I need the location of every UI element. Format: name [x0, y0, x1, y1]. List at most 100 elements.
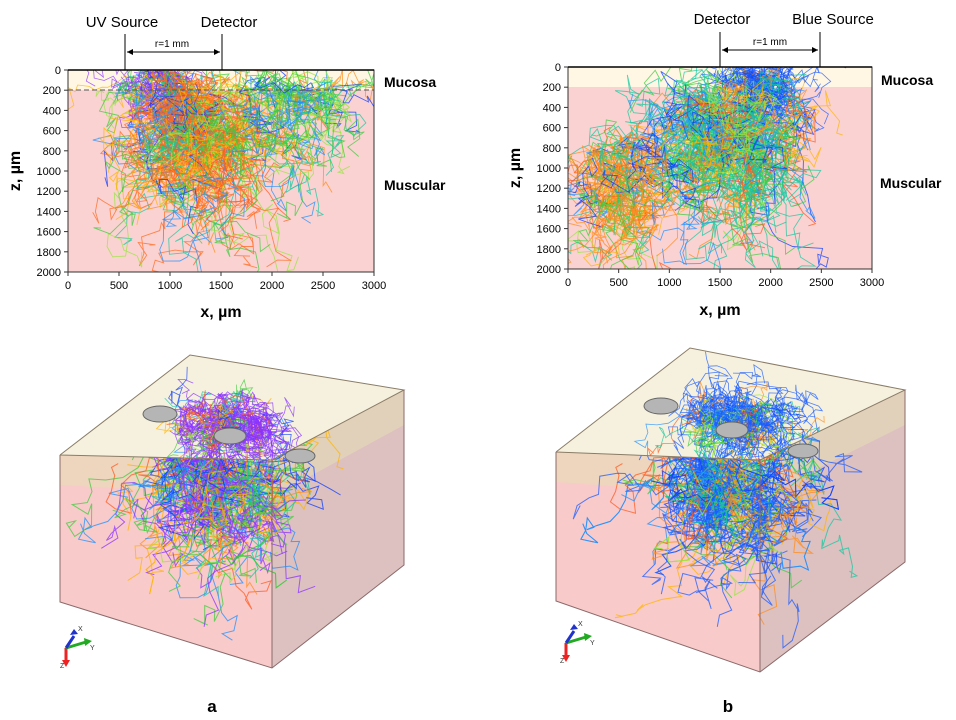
panel-a-3d-top-trajectory: [260, 423, 292, 460]
panel-a-3d-top-trajectory: [178, 428, 209, 460]
panel-a-2d-trajectory: [178, 88, 229, 163]
panel-b-y-tick-label: 2000: [537, 264, 561, 276]
panel-a-2d-trajectory: [142, 70, 163, 96]
panel-a-2d-trajectory: [261, 108, 316, 224]
panel-b-2d-trajectory: [647, 109, 674, 185]
panel-b-3d-top-trajectory: [633, 398, 717, 460]
panel-b-2d-trajectory: [568, 150, 603, 195]
panel-b-y-axis-label: z, µm: [507, 148, 524, 188]
panel-b-2d-trajectory: [784, 99, 815, 135]
panel-b-3d-trajectory: [696, 472, 749, 510]
panel-a-x-tick-label: 3000: [362, 280, 386, 292]
panel-b-2d-trajectory: [568, 172, 593, 204]
panel-b-2d-trajectory: [621, 211, 659, 269]
panel-b-3d-disk-2: [715, 421, 749, 439]
panel-b-2d-trajectory: [734, 185, 787, 227]
panel-b-3d-trajectory: [735, 489, 811, 571]
panel-b-2d-trajectory: [604, 195, 647, 269]
panel-b-2d-trajectory: [626, 74, 662, 139]
panel-a-3d-trajectory: [112, 486, 165, 535]
panel-b-2d-plot: Detector Blue Source r=1 mm Mucosa Muscu…: [507, 11, 942, 319]
panel-b-3d-view: X Y Z: [555, 347, 907, 673]
panel-b-2d-trajectory: [682, 91, 725, 159]
panel-a-y-tick-label: 1000: [37, 166, 61, 178]
panel-b-2d-trajectory: [770, 67, 792, 102]
panel-a-2d-trajectory: [192, 176, 229, 243]
panel-a-3d-disk-1: [142, 405, 178, 423]
panel-a-2d-trajectory: [191, 156, 262, 229]
panel-a-2d-trajectory: [93, 70, 128, 90]
panel-a-x-axis-label: x, µm: [200, 304, 241, 321]
panel-a-triad-y-label: Y: [90, 645, 95, 652]
panel-b-3d-top-trajectory: [655, 410, 693, 449]
panel-a-2d-trajectory: [104, 134, 161, 193]
panel-b-2d-trajectory: [735, 67, 760, 114]
panel-a-2d-trajectory: [346, 70, 374, 95]
panel-b-3d-trajectory: [713, 500, 754, 566]
panel-a-2d-trajectory: [233, 70, 294, 102]
panel-b-3d-top-trajectory: [668, 392, 699, 417]
panel-b-3d-top-trajectory: [732, 394, 788, 421]
panel-a-2d-trajectory: [124, 70, 145, 88]
panel-b-2d-trajectory: [777, 108, 816, 223]
panel-b-3d-disk-3: [787, 443, 819, 459]
panel-a-3d-top-trajectory: [244, 407, 286, 460]
panel-b-2d-trajectory: [573, 179, 635, 261]
panel-a-3d-top-trajectory: [177, 378, 207, 413]
panel-a-2d-trajectory: [216, 70, 248, 101]
panel-a-2d-trajectory: [123, 70, 150, 97]
panel-b-3d-trajectory: [651, 471, 715, 503]
panel-b-y-tick-label: 600: [543, 123, 561, 135]
panel-a-triad-z-label: Z: [60, 663, 65, 670]
panel-b-triad-x-label: X: [578, 621, 583, 628]
panel-a-3d-trajectory: [193, 456, 244, 541]
panel-b-3d-top-trajectory: [755, 398, 804, 422]
panel-a-3d-top-trajectory: [166, 411, 205, 437]
panel-b-3d-axis-triad: X Y Z: [560, 621, 595, 665]
panel-a-2d-trajectory: [212, 92, 250, 211]
panel-a-3d-trajectory: [211, 456, 324, 510]
panel-a-2d-trajectory: [287, 78, 326, 117]
panel-a-triad-x-label: X: [78, 626, 83, 633]
panel-a-3d-axis-triad: X Y Z: [60, 626, 95, 670]
panel-a-3d-top-trajectory: [233, 419, 284, 444]
panel-b-3d-trajectory: [715, 473, 739, 511]
panel-b-y-tick-label: 800: [543, 143, 561, 155]
panel-b-2d-trajectory: [729, 159, 786, 227]
panel-a-2d-trajectory: [177, 113, 222, 229]
panel-b-2d-trajectory: [619, 135, 661, 170]
panel-a-x-tick-label: 2500: [311, 280, 335, 292]
panel-b-x-tick-label: 1500: [708, 277, 732, 289]
panel-b-3d-trajectory: [622, 459, 695, 495]
panel-b-2d-trajectory: [615, 191, 673, 269]
panel-a-3d-trajectory: [224, 501, 287, 589]
panel-a-3d-trajectory: [178, 481, 230, 575]
panel-b-2d-trajectory: [777, 67, 821, 93]
panel-b-2d-trajectory: [628, 124, 715, 160]
panel-b-2d-trajectory: [758, 67, 781, 90]
panel-b-3d-top-trajectory: [686, 408, 718, 460]
panel-a-3d-trajectory: [200, 452, 275, 527]
panel-b-2d-trajectory: [716, 67, 771, 98]
panel-b-2d-trajectory: [705, 97, 762, 180]
panel-a-2d-trajectory: [316, 81, 346, 158]
panel-a-2d-trajectory: [68, 74, 127, 111]
panel-b-3d-top-trajectory: [698, 398, 720, 448]
panel-b-3d-top-trajectory: [744, 411, 768, 431]
panel-b-2d-trajectory: [713, 132, 750, 201]
panel-a-2d-trajectory: [140, 131, 189, 171]
panel-a-3d-trajectory: [105, 456, 175, 514]
panel-a-3d-trajectory: [171, 476, 243, 570]
panel-a-3d-trajectory: [169, 450, 216, 511]
panel-a-2d-trajectory: [192, 125, 229, 194]
panel-a-x-tick-label: 500: [110, 280, 128, 292]
panel-b-3d-top-trajectory: [767, 417, 796, 451]
panel-b-3d-trajectory: [646, 473, 707, 565]
panel-b-2d-trajectory: [577, 157, 601, 228]
panel-a-x-tick-label: 1000: [158, 280, 182, 292]
panel-b-2d-trajectory: [612, 143, 670, 183]
panel-b-y-tick-label: 1000: [537, 163, 561, 175]
panel-b-3d-top-trajectory: [760, 417, 782, 460]
panel-b-y-tick-label: 400: [543, 102, 561, 114]
